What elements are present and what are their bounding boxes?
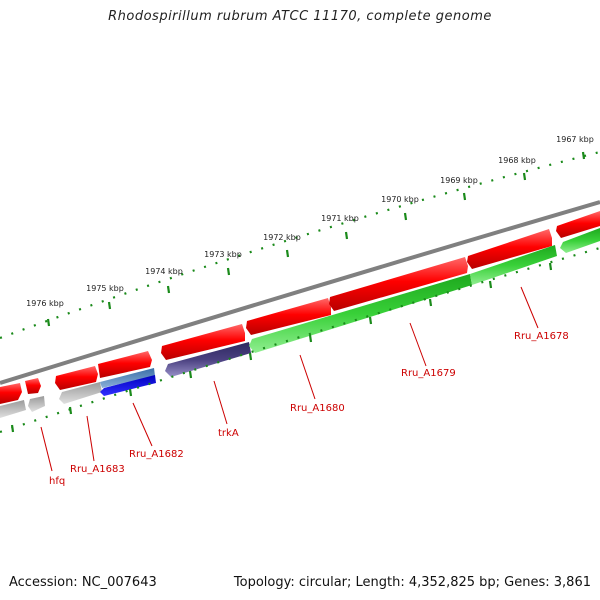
ruler-label: 1976 kbp: [26, 299, 64, 308]
ruler-inner-major-tick: [248, 352, 253, 361]
genome-summary-text: Topology: circular; Length: 4,352,825 bp…: [233, 575, 591, 590]
gene-label-trka[interactable]: trkA: [218, 428, 239, 439]
ruler-inner-ticks: [10, 262, 553, 433]
gene-label-rru-a1678[interactable]: Rru_A1678: [514, 331, 569, 342]
reverse-strand-genes: [0, 228, 600, 418]
gene-reverse-pseudo[interactable]: [59, 382, 102, 404]
ruler-label: 1972 kbp: [263, 233, 301, 242]
gene-forward-arrow[interactable]: [161, 324, 245, 360]
ruler-inner-major-tick: [188, 370, 193, 379]
gene-label-hfq[interactable]: hfq: [49, 476, 65, 487]
ruler-label: 1974 kbp: [145, 267, 183, 276]
gene-forward-arrow[interactable]: [329, 257, 468, 311]
gene-reverse-green[interactable]: [249, 274, 472, 353]
ruler-ticks: [46, 151, 586, 327]
gene-forward-arrow[interactable]: [246, 298, 331, 335]
ruler-inner-major-tick: [128, 388, 133, 397]
gene-reverse-blue[interactable]: [100, 375, 156, 396]
ruler-major-tick: [344, 231, 349, 240]
ruler-inner-major-tick: [488, 280, 493, 289]
gene-label-rru-a1682[interactable]: Rru_A1682: [129, 449, 184, 460]
gene-label-rru-a1683[interactable]: Rru_A1683: [70, 464, 125, 475]
gene-reverse-pseudo[interactable]: [0, 400, 26, 418]
gene-forward-arrow[interactable]: [55, 366, 98, 390]
ruler-major-tick: [403, 212, 408, 221]
ruler-label: 1971 kbp: [321, 214, 359, 223]
genome-backbone: [0, 200, 600, 385]
gene-reverse-pseudo[interactable]: [28, 396, 45, 412]
ruler-inner-major-tick: [368, 316, 373, 325]
ruler-labels: 1967 kbp 1968 kbp 1969 kbp 1970 kbp 1971 kbp…: [26, 135, 594, 308]
gene-labels: hfq Rru_A1683 Rru_A1682 trkA Rru_A1680 R…: [49, 331, 569, 487]
forward-strand-genes: [0, 211, 600, 404]
genome-title: Rhodospirillum rubrum ATCC 11170, comple…: [108, 9, 492, 24]
gene-forward-arrow[interactable]: [25, 378, 41, 394]
gene-label-leaders: [40, 286, 539, 472]
ruler-label: 1968 kbp: [498, 156, 536, 165]
gene-reverse-green[interactable]: [560, 228, 600, 253]
gene-forward-arrow[interactable]: [0, 383, 22, 404]
ruler-major-tick: [46, 318, 51, 327]
ruler-label: 1969 kbp: [440, 176, 478, 185]
ruler-major-tick: [107, 301, 112, 310]
ruler-major-tick: [166, 285, 171, 294]
ruler-major-tick: [581, 151, 586, 160]
gene-forward-arrow[interactable]: [98, 351, 152, 378]
ruler-major-tick: [285, 249, 290, 258]
accession-text: Accession: NC_007643: [9, 575, 157, 590]
ruler-major-tick: [226, 267, 231, 276]
ruler-label: 1970 kbp: [381, 195, 419, 204]
ruler-outer-dots: [0, 150, 600, 340]
gene-reverse-purple[interactable]: [165, 342, 251, 377]
ruler-major-tick: [522, 172, 527, 181]
ruler-inner-major-tick: [548, 262, 553, 271]
ruler-label: 1975 kbp: [86, 284, 124, 293]
ruler-inner-major-tick: [68, 406, 73, 415]
ruler-label: 1973 kbp: [204, 250, 242, 259]
ruler-inner-major-tick: [308, 334, 313, 343]
gene-forward-arrow[interactable]: [556, 211, 600, 238]
ruler-major-tick: [462, 192, 467, 201]
gene-label-rru-a1679[interactable]: Rru_A1679: [401, 368, 456, 379]
ruler-inner-major-tick: [428, 298, 433, 307]
gene-label-rru-a1680[interactable]: Rru_A1680: [290, 403, 345, 414]
gene-reverse-green[interactable]: [470, 245, 557, 285]
gene-reverse-steel[interactable]: [100, 368, 155, 388]
ruler-inner-major-tick: [10, 424, 15, 433]
gene-forward-arrow[interactable]: [467, 229, 552, 269]
ruler-label: 1967 kbp: [556, 135, 594, 144]
